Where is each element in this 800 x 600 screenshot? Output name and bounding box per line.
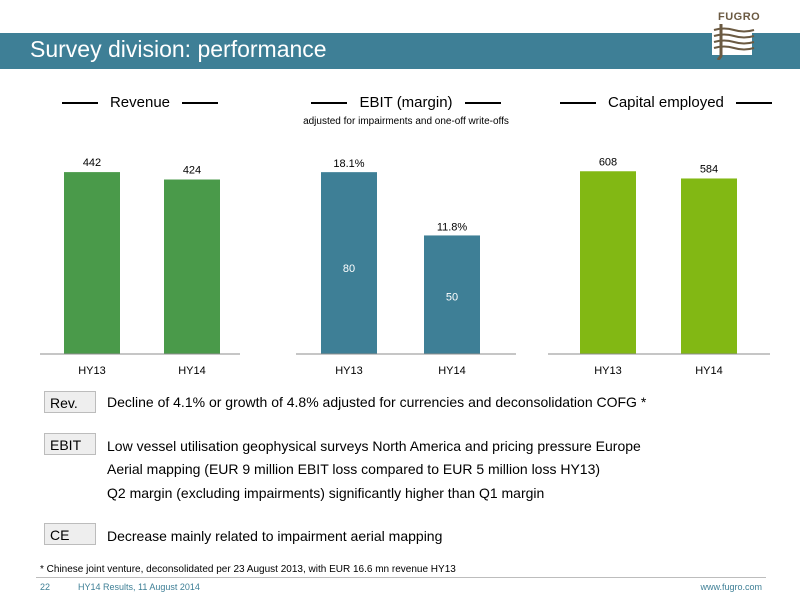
- margin-label: 18.1%: [333, 158, 364, 170]
- rev-label: Rev.: [44, 391, 96, 413]
- rev-text: Decline of 4.1% or growth of 4.8% adjust…: [107, 394, 647, 410]
- capital-title-row: Capital employed: [548, 94, 772, 111]
- value-label: 584: [700, 163, 718, 175]
- title-bar: Survey division: performance: [0, 33, 800, 69]
- title-rule-left: [61, 102, 98, 105]
- revenue-panel: Revenue 442 HY13 424 HY14: [40, 90, 240, 390]
- capital-chart-title: Capital employed: [608, 94, 724, 111]
- page-title: Survey division: performance: [30, 36, 327, 62]
- ebit-text-line-1: Low vessel utilisation geophysical surve…: [107, 438, 641, 454]
- capital-chart: 608 HY13 584 HY14: [548, 156, 770, 377]
- footnote: * Chinese joint venture, deconsolidated …: [40, 564, 456, 575]
- ebit-chart-title: EBIT (margin): [359, 94, 453, 111]
- margin-label: 11.8%: [437, 221, 468, 233]
- footer-url: www.fugro.com: [700, 582, 762, 592]
- value-label: 442: [83, 157, 101, 169]
- page-number: 22: [40, 582, 51, 592]
- value-label: 80: [343, 263, 355, 275]
- title-rule-right: [182, 102, 219, 105]
- category-label: HY13: [594, 365, 622, 377]
- bar-hy13: [321, 172, 377, 354]
- value-label: 50: [446, 292, 458, 304]
- revenue-chart-title: Revenue: [109, 94, 171, 111]
- value-label: 608: [599, 156, 617, 168]
- ebit-text-line-3: Q2 margin (excluding impairments) signif…: [107, 485, 545, 501]
- ce-label: CE: [44, 523, 96, 545]
- bar-hy14: [681, 178, 737, 354]
- logo-text: FUGRO: [718, 11, 761, 23]
- ebit-label: EBIT: [44, 433, 96, 455]
- category-label: HY13: [335, 365, 363, 377]
- revenue-chart: 442 HY13 424 HY14: [40, 157, 240, 377]
- ebit-panel: EBIT (margin) adjusted for impairments a…: [296, 90, 516, 390]
- category-label: HY14: [695, 365, 723, 377]
- ebit-title-row: EBIT (margin): [296, 94, 516, 111]
- title-rule-left: [560, 102, 596, 105]
- title-rule-right: [464, 102, 501, 105]
- ebit-chart-subtitle: adjusted for impairments and one-off wri…: [303, 116, 509, 127]
- category-label: HY14: [178, 365, 206, 377]
- bar-hy13: [64, 172, 120, 354]
- value-label: 424: [183, 165, 201, 177]
- category-label: HY13: [78, 365, 106, 377]
- footer-divider: [36, 577, 766, 578]
- logo-icon: [712, 24, 755, 60]
- footer-event: HY14 Results, 11 August 2014: [78, 582, 200, 592]
- bar-hy14: [424, 235, 480, 354]
- fugro-logo: FUGRO: [704, 11, 764, 60]
- ebit-text-line-2: Aerial mapping (EUR 9 million EBIT loss …: [107, 461, 601, 477]
- revenue-title-row: Revenue: [40, 94, 240, 111]
- ce-text: Decrease mainly related to impairment ae…: [107, 528, 443, 544]
- bar-hy13: [580, 171, 636, 354]
- title-rule-right: [735, 102, 772, 105]
- title-rule-left: [311, 102, 348, 105]
- ebit-chart: 18.1% 80 HY13 11.8% 50 HY14: [296, 158, 516, 377]
- bar-hy14: [164, 179, 220, 354]
- capital-panel: Capital employed 608 HY13 584 HY14: [548, 90, 772, 390]
- category-label: HY14: [438, 365, 466, 377]
